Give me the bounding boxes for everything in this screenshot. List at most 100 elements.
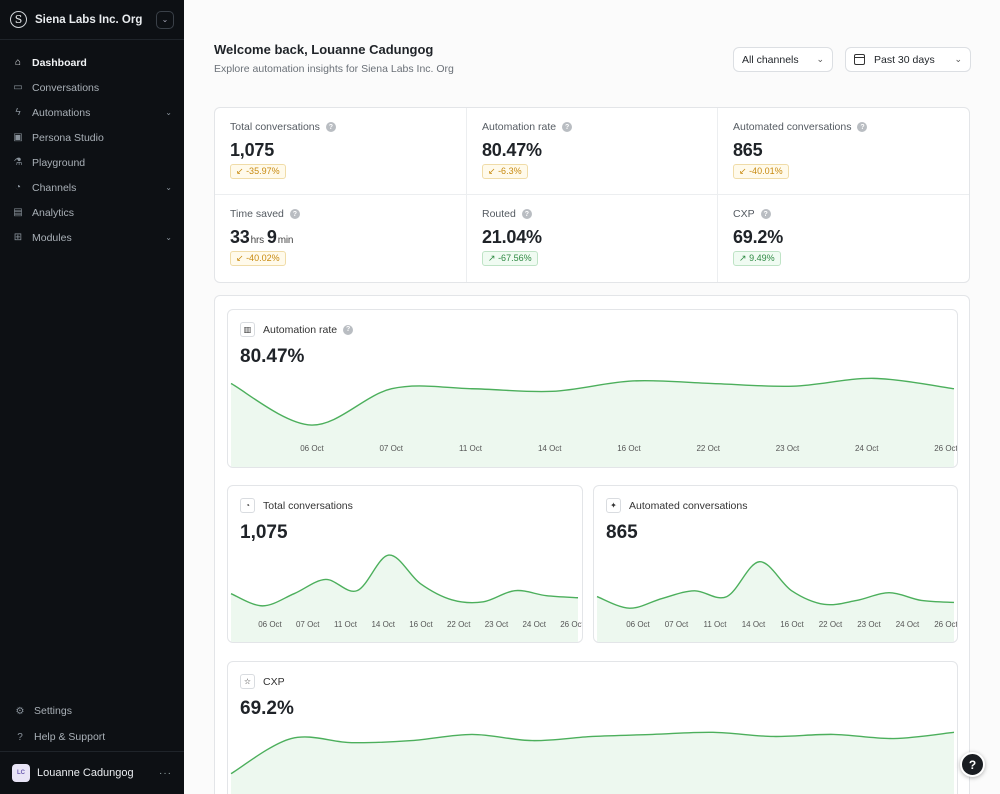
automated-conversations-card: ✦ Automated conversations 865 06 Oct 07 Oc… — [593, 485, 958, 643]
series-line — [230, 554, 579, 607]
flask-icon: ⚗ — [13, 157, 23, 168]
automated-conversations-chart: 06 Oct 07 Oct 11 Oct 14 Oct 16 Oct 22 Oct 23 O… — [596, 561, 958, 642]
kpi-label: Routed — [482, 208, 516, 220]
help-icon[interactable]: ? — [343, 324, 354, 335]
more-icon[interactable]: ··· — [159, 767, 172, 779]
help-icon[interactable]: ? — [521, 209, 532, 219]
kpi-cxp: CXP? 69.2% ↗ 9.49% — [718, 195, 969, 282]
chevron-down-icon[interactable]: ⌄ — [156, 10, 174, 29]
conversations-icon: ◔ — [240, 498, 255, 513]
page-subtitle: Explore automation insights for Siena La… — [214, 63, 454, 75]
calendar-icon — [854, 54, 865, 65]
sidebar-item-help-support[interactable]: ? Help & Support — [0, 724, 184, 750]
x-tick-label: 26 Oct — [934, 620, 958, 629]
main-content: Welcome back, Louanne Cadungog Explore a… — [184, 0, 1000, 794]
channel-filter-value: All channels — [742, 53, 799, 66]
arrow-down-left-icon: ↙ — [236, 166, 244, 176]
x-tick-label: 22 Oct — [447, 620, 471, 629]
x-tick-label: 22 Oct — [696, 444, 720, 453]
x-tick-label: 06 Oct — [300, 444, 324, 453]
x-tick-label: 14 Oct — [371, 620, 395, 629]
sidebar-item-modules[interactable]: ⊞ Modules ⌄ — [0, 225, 184, 250]
chart-icon: ▥ — [240, 322, 255, 337]
bolt-icon: ϟ — [15, 107, 21, 118]
x-tick-label: 11 Oct — [334, 620, 358, 629]
bottom-nav: ⚙ Settings? Help & Support — [0, 698, 184, 750]
user-menu[interactable]: LC Louanne Cadungog ··· — [0, 751, 184, 794]
sidebar-item-label: Help & Support — [34, 731, 106, 743]
x-tick-label: 23 Oct — [776, 444, 800, 453]
card-value: 69.2% — [240, 698, 294, 719]
arrow-up-right-icon: ↗ — [739, 253, 747, 263]
help-icon[interactable]: ? — [562, 122, 573, 132]
kpi-automated-conversations: Automated conversations? 865 ↙ -40.01% — [718, 108, 969, 195]
kpi-value: 1,075 — [230, 140, 275, 160]
total-conversations-card: ◔ Total conversations 1,075 06 Oct 07 Oct 1… — [227, 485, 583, 643]
sidebar-item-automations[interactable]: ϟ Automations ⌄ — [0, 100, 184, 125]
sidebar-item-persona-studio[interactable]: ▣ Persona Studio — [0, 125, 184, 150]
help-icon[interactable]: ? — [760, 209, 771, 219]
org-switcher[interactable]: S Siena Labs Inc. Org ⌄ — [0, 0, 184, 40]
card-value: 865 — [606, 522, 638, 543]
card-title: CXP — [263, 675, 285, 688]
x-tick-label: 07 Oct — [665, 620, 689, 629]
arrow-down-left-icon: ↙ — [739, 166, 747, 176]
sidebar-item-label: Automations — [32, 106, 91, 119]
kpi-label: CXP — [733, 208, 755, 220]
sidebar-item-label: Conversations — [32, 81, 100, 94]
chart-icon: ▤ — [13, 207, 23, 218]
sidebar-item-analytics[interactable]: ▤ Analytics — [0, 200, 184, 225]
chevron-down-icon: ⌄ — [165, 233, 172, 242]
x-tick-label: 24 Oct — [522, 620, 546, 629]
card-title: Automation rate — [263, 323, 338, 336]
card-title: Total conversations — [263, 499, 353, 512]
kpi-total-conversations: Total conversations? 1,075 ↙ -35.97% — [215, 108, 467, 195]
kpi-value: 21.04% — [482, 227, 542, 247]
x-tick-label: 14 Oct — [742, 620, 766, 629]
star-icon: ☆ — [240, 674, 255, 689]
x-tick-label: 24 Oct — [855, 444, 879, 453]
kpi-label: Time saved — [230, 208, 284, 220]
sidebar-item-playground[interactable]: ⚗ Playground — [0, 150, 184, 175]
avatar: LC — [12, 764, 30, 782]
page-title: Welcome back, Louanne Cadungog — [214, 42, 434, 57]
help-chat-button[interactable]: ? — [960, 752, 985, 777]
arrow-down-left-icon: ↙ — [488, 166, 496, 176]
sidebar-item-conversations[interactable]: ▭ Conversations — [0, 75, 184, 100]
kpi-label: Total conversations — [230, 121, 320, 133]
series-line — [230, 377, 955, 426]
trend-badge: ↙ -35.97% — [230, 164, 286, 179]
x-tick-label: 16 Oct — [409, 620, 433, 629]
gear-icon: ⚙ — [15, 705, 25, 717]
modules-icon: ⊞ — [13, 232, 23, 243]
x-tick-label: 16 Oct — [780, 620, 804, 629]
card-value: 1,075 — [240, 522, 288, 543]
trend-badge: ↙ -40.01% — [733, 164, 789, 179]
sidebar-item-settings[interactable]: ⚙ Settings — [0, 698, 184, 724]
sidebar-item-channels[interactable]: ◔ Channels ⌄ — [0, 175, 184, 200]
x-tick-label: 06 Oct — [626, 620, 650, 629]
org-name: Siena Labs Inc. Org — [35, 13, 143, 26]
kpi-label: Automation rate — [482, 121, 557, 133]
channel-filter-dropdown[interactable]: All channels ⌄ — [733, 47, 833, 72]
kpi-routed: Routed? 21.04% ↗ -67.56% — [467, 195, 718, 282]
sidebar-item-dashboard[interactable]: ⌂ Dashboard — [0, 50, 184, 75]
kpi-label: Automated conversations — [733, 121, 852, 133]
help-icon[interactable]: ? — [325, 122, 336, 132]
automation-rate-card: ▥ Automation rate? 80.47% 06 Oct 07 Oct 11 … — [227, 309, 958, 468]
kpi-value: 80.47% — [482, 140, 542, 160]
help-icon[interactable]: ? — [289, 209, 300, 219]
date-filter-dropdown[interactable]: Past 30 days ⌄ — [845, 47, 971, 72]
sparkle-icon: ✦ — [606, 498, 621, 513]
sidebar-item-label: Dashboard — [32, 56, 87, 69]
help-icon[interactable]: ? — [857, 122, 868, 132]
sidebar: S Siena Labs Inc. Org ⌄ ⌂ Dashboard ▭ Conve… — [0, 0, 184, 794]
card-value: 80.47% — [240, 346, 305, 367]
siena-logo-icon: S — [10, 11, 27, 28]
trend-badge: ↙ -40.02% — [230, 251, 286, 266]
series-area — [231, 732, 954, 794]
kpi-automation-rate: Automation rate? 80.47% ↙ -6.3% — [467, 108, 718, 195]
sidebar-item-label: Persona Studio — [32, 131, 104, 144]
trend-badge: ↙ -6.3% — [482, 164, 528, 179]
series-line — [230, 731, 955, 775]
